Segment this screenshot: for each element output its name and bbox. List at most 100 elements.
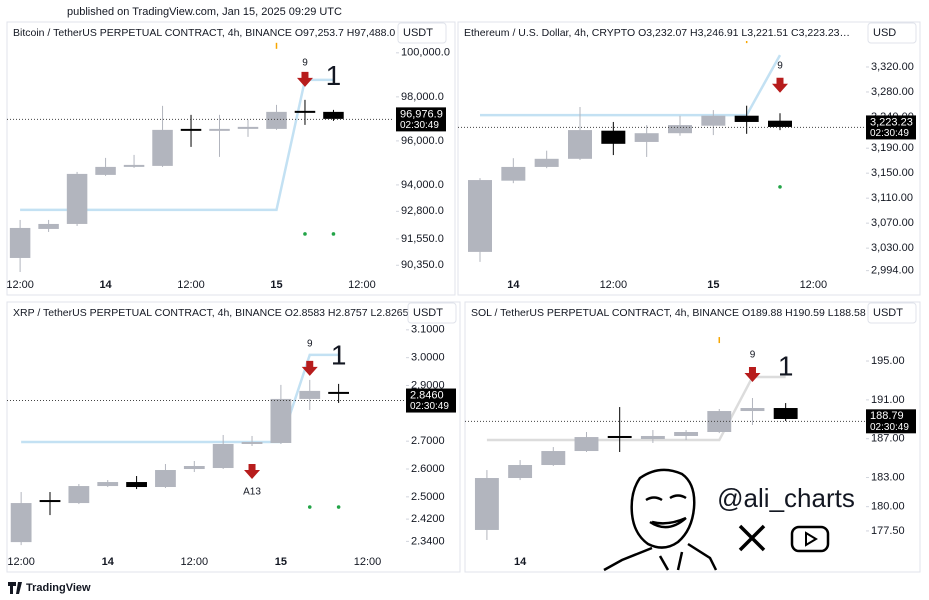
y-tick-label: 3.1000 <box>411 324 445 336</box>
candle-body <box>601 130 626 144</box>
y-tick-label: 100,000.0 <box>401 47 450 59</box>
x-tick-label: 12:00 <box>6 279 34 291</box>
signal-dot <box>336 505 341 509</box>
x-tick-label: 14 <box>507 279 520 291</box>
y-tick-label: 94,000.0 <box>401 179 444 191</box>
last-price-box <box>406 388 456 413</box>
signal-arrow <box>744 367 761 383</box>
candle-body <box>152 129 173 166</box>
candle-body <box>508 465 533 479</box>
candle-body <box>474 478 499 530</box>
y-tick-label: 177.50 <box>871 525 905 537</box>
candle-body <box>468 180 492 252</box>
candle-body <box>68 486 90 504</box>
signal-arrow <box>772 77 788 93</box>
candle-body <box>39 500 61 503</box>
candle-body <box>328 391 350 394</box>
x-tick-label: 12:00 <box>181 556 209 568</box>
candle-body <box>10 503 32 543</box>
signal-dot <box>307 505 312 509</box>
y-tick-label: 2.9000 <box>411 379 445 391</box>
countdown-label: 02:30:49 <box>400 120 439 131</box>
candle-body <box>237 126 259 129</box>
last-price-label: 2.8460 <box>410 389 444 401</box>
y-tick-label: 2.4200 <box>411 513 445 525</box>
signal-label: 1 <box>778 350 794 381</box>
tv-logo-mark <box>8 582 22 594</box>
chart-title: SOL / TetherUS PERPETUAL CONTRACT, 4h, B… <box>471 307 887 319</box>
y-tick-label: 3,110.00 <box>871 192 913 204</box>
candle-body <box>95 166 116 175</box>
x-tick-label: 12:00 <box>177 279 205 291</box>
y-tick-label: 3,190.00 <box>871 142 914 154</box>
candle-body <box>607 435 632 439</box>
x-tick-label: 12:00 <box>7 556 35 568</box>
candle-body <box>640 435 665 439</box>
candle-body <box>97 482 119 487</box>
signal-label: 9 <box>750 350 756 361</box>
y-tick-label: 2,994.00 <box>871 265 914 277</box>
candle-body <box>209 128 230 131</box>
header-bg <box>9 305 402 321</box>
chart-panel: A13 9 1 3.1000 3.0000 2.9000 2.7000 2.6000 2.500… <box>7 302 457 568</box>
y-tick-label: 191.00 <box>871 394 905 406</box>
y-tick-label: 3,320.00 <box>871 61 914 73</box>
y-tick-label: 2.6000 <box>411 463 445 475</box>
candle-body <box>574 437 599 452</box>
y-tick-label: 3.0000 <box>411 352 445 364</box>
y-tick-label: 90,350.0 <box>401 259 444 271</box>
chart-panel: 9 1100,000.098,000.096,000.094,000.092,80… <box>6 22 450 291</box>
signal-label: 1 <box>331 339 347 370</box>
signal-arrow <box>301 360 318 376</box>
chart-title: Bitcoin / TetherUS PERPETUAL CONTRACT, 4… <box>13 27 415 39</box>
y-tick-label: 2.3400 <box>411 535 445 547</box>
countdown-label: 02:30:49 <box>410 401 449 412</box>
panel-frame <box>464 301 921 573</box>
countdown-label: 02:30:49 <box>870 422 909 433</box>
header-bg <box>467 305 862 321</box>
candle-body <box>740 408 765 412</box>
last-price-box <box>866 409 916 434</box>
signal-label: 9 <box>307 339 313 350</box>
candle-body <box>155 470 176 488</box>
plot-area: A13 9 1 <box>7 339 405 546</box>
x-tick-label: 12:00 <box>800 279 828 291</box>
signal-arrow <box>296 71 313 87</box>
candle-body <box>541 451 566 466</box>
currency-label: USD <box>873 27 896 39</box>
panel-frame <box>457 21 921 296</box>
last-price-box <box>396 107 446 132</box>
chart-title: Ethereum / U.S. Dollar, 4h, CRYPTO O3,23… <box>464 27 850 39</box>
y-tick-label: 3,150.00 <box>871 167 914 179</box>
y-tick-label: 91,550.0 <box>401 233 444 245</box>
face <box>630 468 696 549</box>
chart-panel: 9 1 195.00191.00187.00183.00180.00177.5014… <box>465 302 917 568</box>
signal-label: 1 <box>326 60 342 91</box>
candle-body <box>9 227 31 258</box>
currency-box <box>867 302 917 324</box>
signal-dot <box>303 232 307 236</box>
candle-body <box>534 158 559 167</box>
candle-body <box>270 398 292 443</box>
last-price-label: 3,223.23 <box>870 116 913 128</box>
y-tick-label: 2.5000 <box>411 491 445 503</box>
x-tick-label: 15 <box>707 279 719 291</box>
x-tick-label: 12:00 <box>354 556 382 568</box>
currency-label: USDT <box>873 307 903 319</box>
signal-label: 9 <box>777 60 783 71</box>
footer-brand: TradingView <box>26 582 91 594</box>
y-tick-label: 180.00 <box>871 501 905 513</box>
candle-body <box>123 164 145 167</box>
x-tick-label: 14 <box>99 279 112 291</box>
currency-box <box>397 22 447 44</box>
candle-body <box>294 110 316 113</box>
indicator-line <box>486 375 786 442</box>
y-tick-label: 3,030.00 <box>871 242 914 254</box>
watermark-handle: @ali_charts <box>717 483 855 513</box>
watermark-logo: @ali_charts <box>598 458 866 572</box>
x-tick-label: 12:00 <box>348 279 376 291</box>
last-price-label: 188.79 <box>870 410 904 422</box>
charts: 9 1100,000.098,000.096,000.094,000.092,80… <box>6 22 917 568</box>
